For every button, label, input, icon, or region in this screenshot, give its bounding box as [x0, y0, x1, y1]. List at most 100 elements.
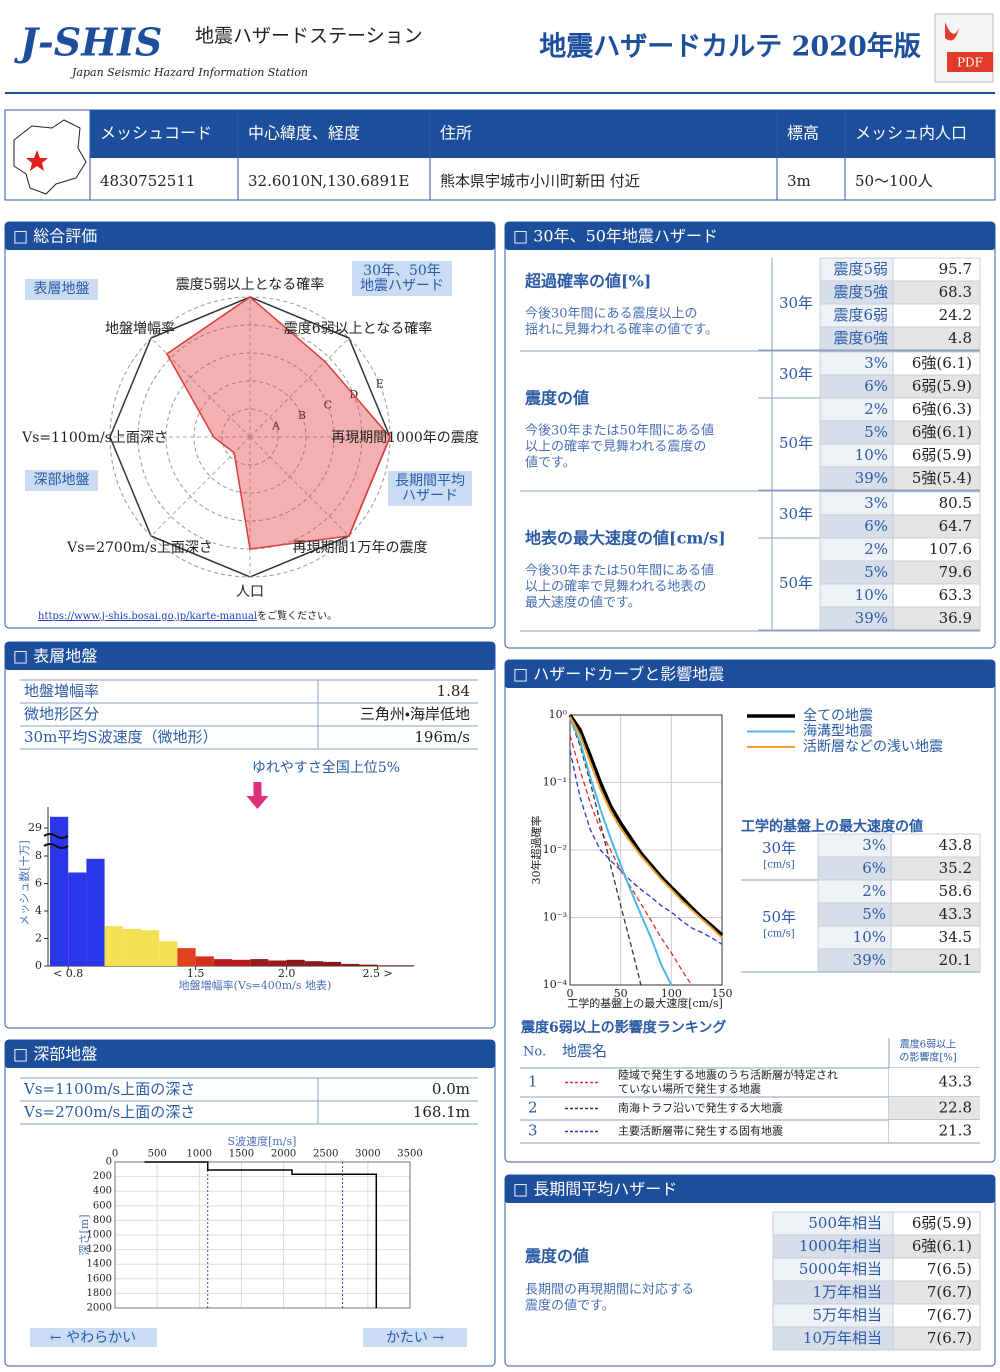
y-tick-label: 600 — [93, 1200, 112, 1211]
panel-header — [5, 1040, 495, 1068]
radar-axis-label: 震度6弱以上となる確率 — [284, 321, 433, 337]
row-label: 微地形区分 — [24, 705, 99, 723]
hist-bar — [177, 948, 196, 966]
panel-title: □ ハザードカーブと影響地震 — [513, 665, 724, 684]
row-label: 地盤増幅率 — [24, 682, 99, 700]
row-value: 20.1 — [939, 951, 972, 969]
y-tick-label: 4 — [35, 904, 42, 917]
rank-no: 1 — [528, 1073, 538, 1091]
row-value: 7(6.7) — [927, 1283, 972, 1301]
row-value: 34.5 — [939, 928, 972, 946]
block-desc: 今後30年または50年間にある値 — [525, 563, 714, 579]
row-label: 10万年相当 — [803, 1329, 882, 1347]
table-title: 工学的基盤上の最大速度の値 — [741, 818, 923, 835]
radar-axis-label: 震度5弱以上となる確率 — [176, 277, 325, 293]
group-tag — [352, 261, 452, 296]
row-label: 震度6弱 — [833, 306, 888, 324]
legend-label: 活断層などの浅い地震 — [803, 739, 943, 755]
x-tick-label: 0 — [112, 1149, 118, 1160]
row-value: 0.0m — [432, 1080, 470, 1098]
group-tag-text: ハザード — [402, 488, 458, 504]
pdf-banner — [947, 52, 993, 72]
x-tick-label: 2500 — [313, 1149, 338, 1160]
value-cell — [889, 1097, 980, 1120]
y-tick-label: 29 — [28, 821, 42, 834]
row-value: 5強(5.4) — [912, 469, 972, 487]
row-label: 1万年相当 — [812, 1283, 882, 1301]
row-label: 2% — [864, 540, 888, 558]
row-label: 震度5弱 — [833, 260, 888, 278]
row-label: Vs=2700m/s上面の深さ — [23, 1103, 195, 1121]
row-label: 5% — [862, 905, 886, 923]
logo: J-SHIS — [14, 20, 162, 65]
rank-name: 南海トラフ沿いで発生する大地震 — [618, 1101, 783, 1115]
row-label: 2% — [864, 400, 888, 418]
group-tag-text: 30年、50年 — [363, 263, 441, 279]
hist-bar — [395, 965, 414, 966]
panel-title: □ 長期間平均ハザード — [513, 1180, 677, 1199]
block-desc: 震度の値です。 — [525, 1298, 615, 1314]
y-axis-title: 深さ[m] — [78, 1214, 91, 1255]
radar-ring — [193, 380, 307, 494]
note-link[interactable]: https://www.j-shis.bosai.go.jp/karte-man… — [38, 611, 257, 622]
panel-header — [5, 642, 495, 670]
group-tag — [25, 279, 98, 300]
hard-label: かたい → — [386, 1330, 444, 1346]
row-label: 5000年相当 — [799, 1260, 882, 1278]
info-header-cell: 住所 — [440, 124, 472, 143]
group-tag — [25, 470, 98, 491]
hist-bar — [268, 960, 287, 966]
radar-ring — [221, 408, 279, 466]
panel-header — [5, 222, 495, 250]
hist-bar — [104, 926, 123, 966]
value-cell — [889, 1068, 980, 1097]
x-tick-label: 3000 — [355, 1149, 380, 1160]
row-label: 2% — [862, 882, 886, 900]
hazard-curve — [569, 735, 693, 986]
row-value: 36.9 — [939, 609, 972, 627]
y-tick-label: 10⁻³ — [543, 911, 567, 924]
panel-title: □ 総合評価 — [13, 227, 97, 246]
row-value: 7(6.5) — [927, 1260, 972, 1278]
y-axis-title: メッシュ数[十万] — [17, 840, 31, 926]
block-desc: 値です。 — [525, 455, 576, 471]
map-outline — [13, 119, 87, 195]
block-desc: 揺れに見舞われる確率の値です。 — [525, 322, 718, 338]
row-label: Vs=1100m/s上面の深さ — [23, 1080, 195, 1098]
soft-label: ← やわらかい — [50, 1330, 136, 1346]
info-header-cell: 中心緯度、経度 — [248, 124, 360, 143]
radar-axis-label: 地盤増幅率 — [105, 321, 175, 337]
hist-bar — [213, 959, 232, 966]
rank-value: 22.8 — [939, 1099, 972, 1117]
note-text: をご覧ください。 — [257, 609, 337, 622]
rank-label: C — [324, 399, 332, 412]
row-value: 58.6 — [939, 882, 972, 900]
info-value-cell: 熊本県宇城市小川町新田 付近 — [440, 172, 640, 190]
panel-header — [505, 222, 995, 250]
info-value-cell: 3m — [787, 172, 811, 190]
pdf-label: PDF — [957, 56, 983, 70]
x-tick-label: 2.5 > — [362, 967, 392, 980]
row-label: 5% — [864, 423, 888, 441]
x-tick-label: 1500 — [229, 1149, 254, 1160]
info-header-cell: メッシュコード — [100, 124, 212, 143]
period: 30年 — [779, 365, 813, 383]
row-value: 107.6 — [929, 540, 972, 558]
rank-no: 3 — [528, 1122, 538, 1140]
block-title: 超過確率の値[%] — [524, 272, 651, 291]
row-value: 6強(6.1) — [912, 423, 972, 441]
hazard-curve — [569, 717, 673, 986]
radar-axis-label: 再現期間1万年の震度 — [293, 540, 428, 556]
radar-axis-label: Vs=2700m/s上面深さ — [66, 540, 213, 556]
row-label: 10% — [855, 586, 888, 604]
unit: [cm/s] — [763, 860, 794, 871]
rank-name: ていない場所で発生する地震 — [618, 1082, 761, 1096]
row-label: 10% — [855, 446, 888, 464]
y-tick-label: 200 — [93, 1171, 112, 1182]
y-tick-label: 2 — [35, 932, 42, 945]
x-axis-title: S波速度[m/s] — [228, 1135, 297, 1148]
table-title: 震度6弱以上の影響度ランキング — [520, 1019, 726, 1036]
row-label: 6% — [864, 517, 888, 535]
period: 50年 — [762, 908, 796, 926]
hist-bar — [68, 872, 87, 966]
